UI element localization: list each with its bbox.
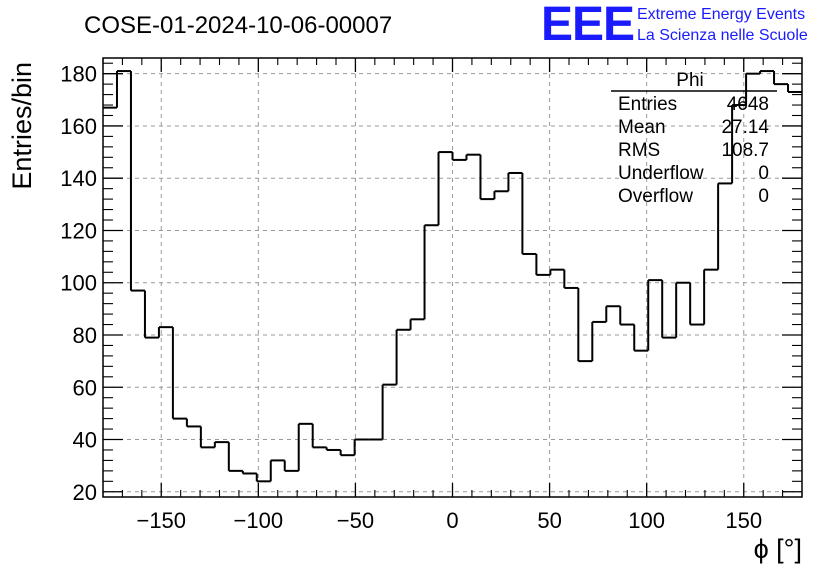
logo-line-2: La Scienza nelle Scuole bbox=[637, 27, 808, 44]
tick-label-layer: −150 −100 −50 0 50 100 150 20 40 60 80 100 120 140 160… bbox=[60, 62, 762, 533]
eee-logo: EEE Extreme Energy Events La Scienza nel… bbox=[541, 0, 808, 51]
stats-label-overflow: Overflow bbox=[618, 186, 693, 207]
y-tick-label: 80 bbox=[73, 323, 97, 348]
stats-value-underflow: 0 bbox=[758, 163, 769, 184]
y-tick-label: 120 bbox=[60, 218, 97, 243]
y-tick-label: 40 bbox=[73, 428, 97, 453]
stats-value-entries: 4648 bbox=[727, 94, 769, 115]
x-tick-label: 50 bbox=[537, 508, 561, 533]
stats-title: Phi bbox=[676, 70, 703, 91]
logo-line-1: Extreme Energy Events bbox=[637, 6, 805, 23]
stats-label-mean: Mean bbox=[618, 117, 666, 138]
y-tick-label: 100 bbox=[60, 271, 97, 296]
stats-box: Phi Entries 4648 Mean 27.14 RMS 108.7 Un… bbox=[611, 70, 777, 207]
stats-value-mean: 27.14 bbox=[721, 117, 769, 138]
x-tick-label: −50 bbox=[337, 508, 374, 533]
stats-value-rms: 108.7 bbox=[721, 140, 769, 161]
y-tick-label: 180 bbox=[60, 62, 97, 87]
x-axis-label: ϕ [°] bbox=[754, 534, 802, 564]
tick-layer bbox=[102, 58, 803, 497]
grid-layer bbox=[103, 58, 802, 497]
x-tick-label: 0 bbox=[446, 508, 458, 533]
y-axis-label: Entries/bin bbox=[7, 62, 37, 190]
y-tick-label: 20 bbox=[73, 480, 97, 505]
y-tick-label: 140 bbox=[60, 166, 97, 191]
x-tick-label: 100 bbox=[628, 508, 665, 533]
stats-value-overflow: 0 bbox=[758, 186, 769, 207]
stats-label-rms: RMS bbox=[618, 140, 660, 161]
stats-label-entries: Entries bbox=[618, 94, 677, 115]
histogram-layer bbox=[103, 70, 802, 483]
x-tick-label: −100 bbox=[234, 508, 284, 533]
y-tick-label: 160 bbox=[60, 114, 97, 139]
x-tick-label: 150 bbox=[725, 508, 762, 533]
x-tick-label: −150 bbox=[136, 508, 186, 533]
stats-label-underflow: Underflow bbox=[618, 163, 704, 184]
chart-title: COSE-01-2024-10-06-00007 bbox=[84, 12, 392, 39]
y-tick-label: 60 bbox=[73, 375, 97, 400]
logo-mark: EEE bbox=[541, 0, 634, 51]
